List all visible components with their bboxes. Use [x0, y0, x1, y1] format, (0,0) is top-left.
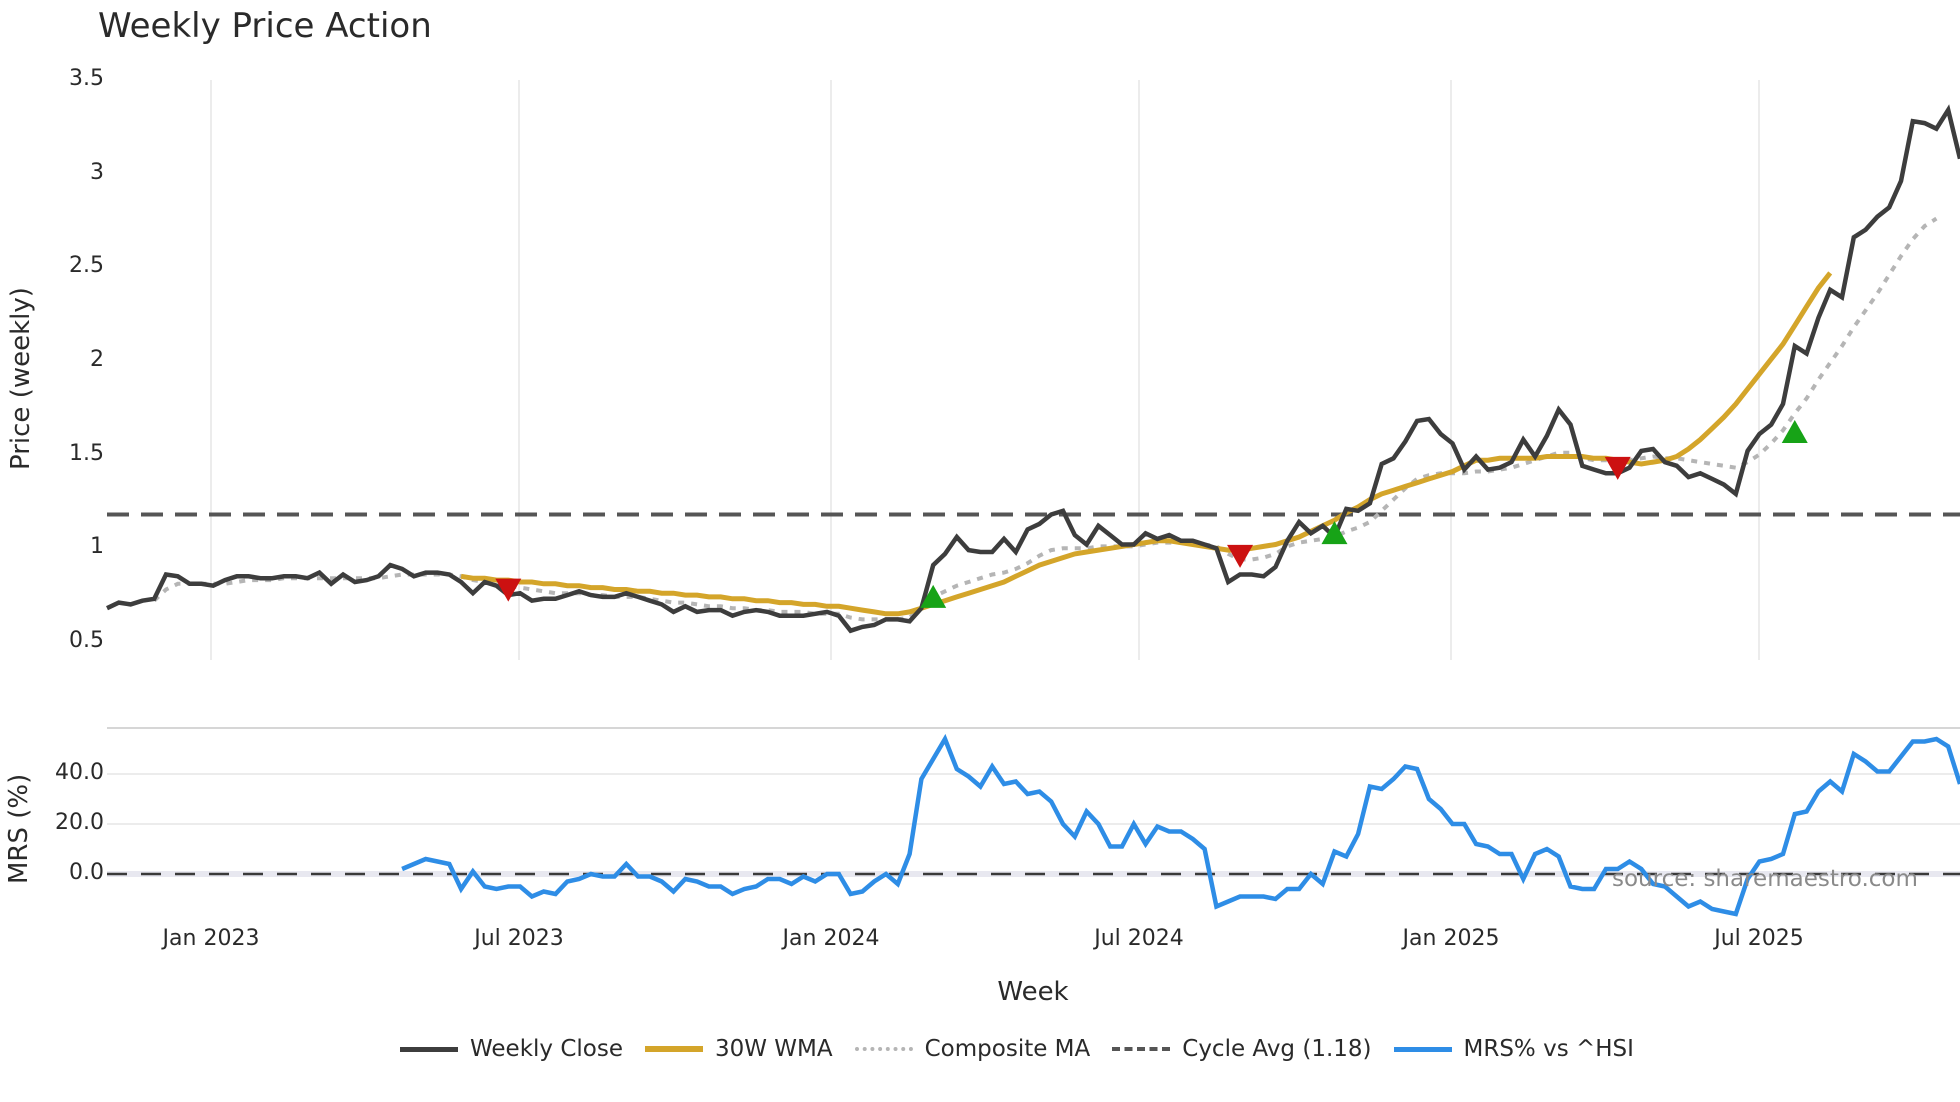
price-tick-label: 0.5 [69, 628, 104, 653]
mrs-tick-label: 20.0 [55, 810, 104, 835]
price-tick-label: 1 [90, 534, 104, 559]
sell-signal-triangle-down-icon [1604, 456, 1631, 480]
buy-signal-triangle-up-icon [1781, 419, 1808, 443]
solid-line-swatch-icon [644, 1046, 703, 1052]
sell-signal-triangle-down-icon [1227, 544, 1254, 568]
legend-label: 30W WMA [714, 1036, 833, 1062]
legend-label: Composite MA [924, 1036, 1091, 1062]
price-tick-label: 3.5 [69, 66, 104, 91]
legend-item-wma[interactable]: 30W WMA [644, 1036, 833, 1062]
sell-signal-triangle-down-icon [495, 578, 522, 602]
source-attribution: source: sharemaestro.com [1612, 866, 1918, 892]
mrs-line [401, 733, 1960, 917]
price-tick-label: 3 [90, 160, 104, 185]
solid-line-swatch-icon [400, 1046, 458, 1052]
price-axis-title: Price (weekly) [6, 287, 36, 470]
x-tick-label: Jan 2024 [782, 926, 880, 951]
price-tick-label: 1.5 [69, 441, 104, 466]
legend-label: Cycle Avg (1.18) [1182, 1036, 1372, 1062]
composite-ma-line [152, 216, 1938, 622]
buy-signal-triangle-up-icon [1321, 521, 1348, 545]
price-tick-label: 2 [90, 347, 104, 372]
dotted-line-swatch-icon [854, 1047, 913, 1051]
signal-markers [495, 419, 1808, 608]
mrs-axis-title: MRS (%) [4, 773, 34, 884]
mrs-tick-label: 40.0 [55, 760, 104, 785]
legend-item-weekly-close[interactable]: Weekly Close [400, 1036, 623, 1062]
x-axis-title: Week [997, 977, 1069, 1007]
buy-signal-triangle-up-icon [920, 584, 947, 608]
mrs-gridlines [107, 773, 1960, 877]
x-tick-label: Jul 2025 [1714, 926, 1804, 951]
solid-line-swatch-icon [1393, 1046, 1452, 1052]
x-tick-label: Jul 2024 [1094, 926, 1184, 951]
wma-30w-line [460, 271, 1833, 617]
legend-label: MRS% vs ^HSI [1463, 1036, 1634, 1062]
price-gridlines [210, 80, 1760, 660]
mrs-tick-label: 0.0 [69, 860, 104, 885]
weekly-close-line [106, 104, 1960, 634]
dashed-line-swatch-icon [1112, 1047, 1171, 1051]
legend-item-composite-ma[interactable]: Composite MA [854, 1036, 1091, 1062]
chart-title: Weekly Price Action [98, 6, 432, 46]
price-tick-label: 2.5 [69, 253, 104, 278]
legend-item-cycle-avg[interactable]: Cycle Avg (1.18) [1112, 1036, 1372, 1062]
legend: Weekly Close 30W WMA Composite MA Cycle … [400, 1036, 1656, 1062]
x-tick-label: Jul 2023 [474, 926, 564, 951]
x-tick-label: Jan 2023 [162, 926, 260, 951]
legend-item-mrs[interactable]: MRS% vs ^HSI [1393, 1036, 1634, 1062]
x-tick-label: Jan 2025 [1402, 926, 1500, 951]
legend-label: Weekly Close [470, 1036, 623, 1062]
